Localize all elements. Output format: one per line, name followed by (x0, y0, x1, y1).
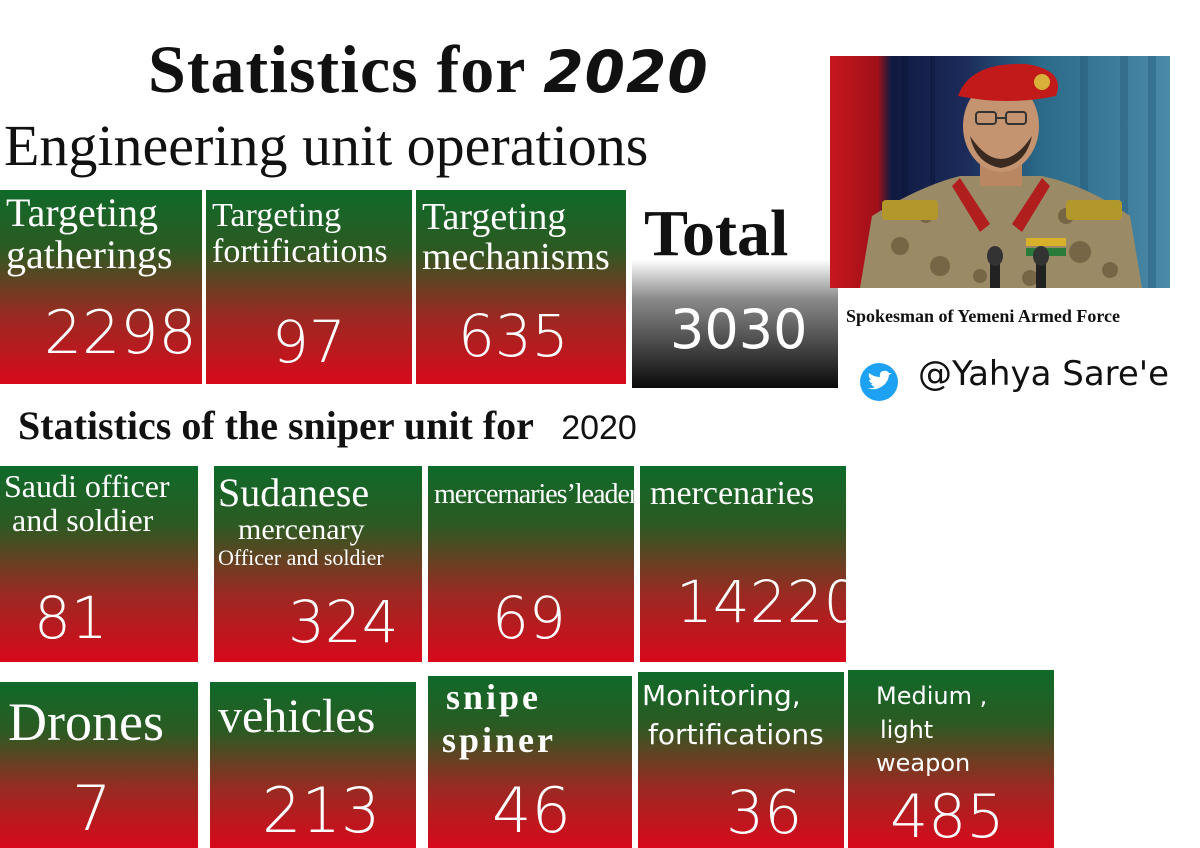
tile-label-line2: mercenary (238, 513, 365, 546)
tile-label-line1: Sudanese (218, 470, 370, 515)
tile-medium-light-weapon: Medium , light weapon 485 (848, 670, 1054, 848)
tile-drones: Drones 7 (0, 682, 198, 848)
tile-targeting-fortifications: Targeting fortifications 97 (206, 190, 412, 384)
tile-monitoring-fortifications: Monitoring, fortifications 36 (638, 672, 844, 848)
twitter-bird-icon (860, 363, 898, 401)
subtitle: Engineering unit operations (4, 113, 649, 178)
tile-label: mercenaries (650, 475, 815, 512)
spokesman-photo (830, 56, 1170, 288)
tile-mercenaries-leader: mercernaries’leader 69 (428, 466, 634, 662)
tile-value: 213 (262, 774, 381, 847)
tile-label-line1: Monitoring, (642, 679, 801, 712)
tile-label-line1: Saudi officer (4, 468, 170, 504)
tile-label-line1: Targeting (422, 196, 567, 238)
tile-value: 635 (458, 302, 569, 370)
sniper-heading: Statistics of the sniper unit for 2020 (18, 402, 637, 449)
spokesman-caption: Spokesman of Yemeni Armed Force (846, 306, 1120, 326)
title-prefix: Statistics for (148, 31, 526, 107)
tile-value: 81 (34, 584, 108, 652)
tile-label-line1: Medium , (876, 682, 988, 710)
tile-value: 14220 (676, 568, 846, 636)
tile-label-line3: Officer and soldier (218, 544, 384, 570)
tile-label: vehicles (218, 690, 376, 743)
tile-label-line3: weapon (876, 749, 971, 778)
tile-value: 97 (272, 308, 346, 376)
tile-value: 46 (492, 774, 571, 847)
sniper-heading-year: 2020 (561, 409, 637, 447)
tile-label: Drones (8, 692, 164, 752)
tile-targeting-mechanisms: Targeting mechanisms 635 (416, 190, 626, 384)
tile-value: 324 (288, 588, 399, 656)
main-title: Statistics for 2020 (148, 30, 709, 109)
tile-label-line2: spiner (442, 720, 557, 761)
tile-label-line2: gatherings (6, 232, 173, 277)
tile-label: mercernaries’leader (434, 479, 634, 510)
title-year: 2020 (543, 38, 709, 106)
tile-label-line1: Targeting (212, 197, 342, 234)
tile-label-line2: mechanisms (422, 235, 610, 278)
tile-label-line1: snipe (446, 677, 542, 717)
spokesman-illustration (860, 56, 1156, 288)
sniper-heading-text: Statistics of the sniper unit for (18, 403, 534, 448)
tile-label-line2: fortifications (648, 718, 824, 752)
tile-vehicles: vehicles 213 (210, 682, 416, 848)
total-value: 3030 (670, 298, 808, 361)
right-margin (1170, 0, 1200, 848)
tile-total: Total 3030 (632, 190, 838, 388)
tile-label-line1: Targeting (6, 190, 158, 235)
tile-label-line2: light (880, 715, 934, 744)
tile-value: 69 (492, 584, 566, 652)
tile-value: 485 (890, 782, 1005, 848)
total-label: Total (644, 197, 789, 270)
tile-value: 2298 (44, 298, 197, 368)
twitter-handle: @Yahya Sare'e (918, 354, 1170, 394)
tile-label-line2: fortifications (212, 232, 388, 270)
tile-value: 36 (726, 778, 803, 848)
tile-value: 7 (72, 772, 112, 845)
tile-targeting-gatherings: Targeting gatherings 2298 (0, 190, 202, 384)
tile-mercenaries: mercenaries 14220 (640, 466, 846, 662)
tile-sudanese-mercenary: Sudanese mercenary Officer and soldier 3… (214, 466, 422, 662)
tile-saudi-officer-soldier: Saudi officer and soldier 81 (0, 466, 198, 662)
tile-snipe-spiner: snipe spiner 46 (428, 676, 632, 848)
tile-label-line2: and soldier (12, 501, 154, 538)
